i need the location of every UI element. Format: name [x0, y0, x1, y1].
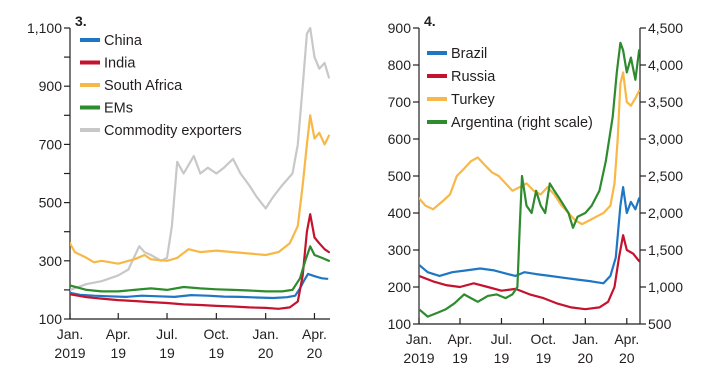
x-tick-label-year: 20 [578, 350, 594, 366]
chart-panel-4: 100 200 300 400 500 600 700 800 900 500 1,000 1,500… [388, 13, 684, 366]
y2-tick-label: 3,000 [648, 131, 683, 147]
y2-tick-label: 4,000 [648, 57, 683, 73]
y-tick-label: 700 [388, 94, 412, 110]
x-tick-label-month: Oct. [204, 326, 230, 342]
x-tick-label-year: 20 [258, 345, 274, 361]
legend-label: EMs [104, 101, 133, 117]
series-line-russia [419, 234, 640, 311]
legend-label: Commodity exporters [104, 123, 242, 139]
x-tick-label-year: 19 [536, 350, 552, 366]
legend-label: India [104, 56, 136, 72]
y-tick-label: 800 [388, 57, 412, 73]
y-tick-label: 400 [388, 205, 412, 221]
y2-tick-label: 1,000 [648, 279, 683, 295]
x-tick-label-month: Jul. [491, 331, 513, 347]
y-tick-label: 500 [39, 195, 63, 211]
panel-title: 4. [424, 13, 436, 29]
x-tick-label-month: Jan. [252, 326, 278, 342]
x-tick-label-year: 19 [110, 345, 126, 361]
x-tick-label-year: 19 [494, 350, 510, 366]
legend-label: China [104, 33, 143, 49]
x-tick-label-year: 19 [209, 345, 225, 361]
series-line-turkey [419, 71, 640, 226]
y-tick-label: 500 [388, 168, 412, 184]
x-tick-label-month: Jan. [57, 326, 83, 342]
x-tick-label-month: Jan. [572, 331, 598, 347]
y-tick-label: 900 [39, 78, 63, 94]
y-tick-label: 900 [388, 20, 412, 36]
series-line-argentina-right-scale [419, 41, 640, 318]
series-line-commodity-exporters [70, 26, 330, 291]
y-tick-label: 1,100 [27, 20, 62, 36]
series-line-india [70, 213, 330, 310]
legend-label: Argentina (right scale) [451, 115, 593, 131]
y-tick-label: 300 [388, 242, 412, 258]
series-line-ems [70, 245, 330, 293]
y-tick-label: 200 [388, 279, 412, 295]
series-line-brazil [419, 186, 640, 285]
x-tick-label-year: 19 [159, 345, 175, 361]
x-tick-label-year: 20 [307, 345, 323, 361]
x-tick-label-month: Apr. [448, 331, 473, 347]
y2-tick-label: 1,500 [648, 242, 683, 258]
x-tick-label-year: 2019 [403, 350, 434, 366]
y-tick-label: 100 [39, 311, 63, 327]
y-tick-label: 300 [39, 253, 63, 269]
x-tick-label-month: Oct. [531, 331, 557, 347]
x-tick-label-year: 20 [619, 350, 635, 366]
series-group [419, 41, 640, 318]
x-tick-label-month: Jan. [406, 331, 432, 347]
series-group [70, 26, 330, 310]
series-line-china [70, 272, 329, 300]
panel-title: 3. [75, 13, 87, 29]
x-tick-label-month: Apr. [302, 326, 327, 342]
y2-tick-label: 4,500 [648, 20, 683, 36]
legend-label: South Africa [104, 78, 183, 94]
x-tick-label-year: 2019 [54, 345, 85, 361]
y2-tick-label: 2,000 [648, 205, 683, 221]
x-tick-label-month: Jul. [156, 326, 178, 342]
legend-label: Brazil [451, 46, 487, 62]
y2-tick-label: 500 [648, 316, 672, 332]
y2-tick-label: 3,500 [648, 94, 683, 110]
x-tick-label-year: 19 [452, 350, 468, 366]
chart-panel-3: 1003005007009001,100Jan.2019Apr.19Jul.19… [27, 13, 330, 361]
y-tick-label: 700 [39, 136, 63, 152]
x-tick-label-month: Apr. [614, 331, 639, 347]
x-tick-label-month: Apr. [106, 326, 131, 342]
series-line-south-africa [70, 114, 330, 265]
y2-tick-label: 2,500 [648, 168, 683, 184]
y-tick-label: 100 [388, 316, 412, 332]
y-tick-label: 600 [388, 131, 412, 147]
legend-label: Turkey [451, 92, 496, 108]
legend-label: Russia [451, 69, 496, 85]
